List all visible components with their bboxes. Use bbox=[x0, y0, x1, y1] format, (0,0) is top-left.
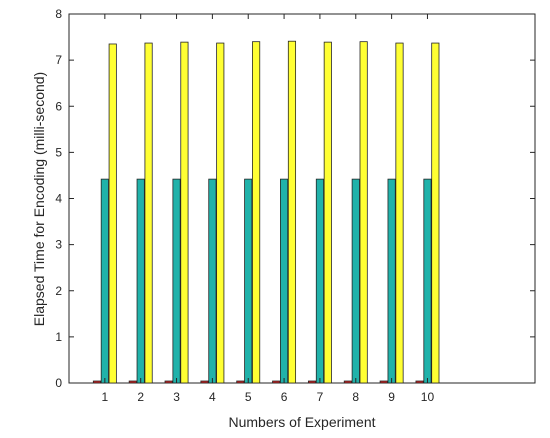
bar-series-2-exp-1 bbox=[100, 178, 109, 384]
bar-series-3-exp-3 bbox=[180, 41, 189, 384]
y-tick-label: 3 bbox=[55, 238, 62, 252]
y-tick-label: 8 bbox=[55, 7, 62, 21]
bar-series-1-exp-3 bbox=[164, 380, 173, 384]
y-axis: 0 1 2 3 4 5 6 7 8 bbox=[55, 7, 535, 390]
x-tick-label: 8 bbox=[352, 390, 359, 404]
bar-series-2-exp-2 bbox=[136, 178, 145, 384]
bar-series-3-exp-9 bbox=[395, 42, 404, 384]
x-tick-label: 3 bbox=[173, 390, 180, 404]
bar-series-1-exp-1 bbox=[92, 380, 102, 384]
bar-series-2-exp-5 bbox=[244, 178, 253, 384]
x-tick-label: 9 bbox=[388, 390, 395, 404]
x-tick-label: 1 bbox=[102, 390, 109, 404]
bar-series-2-exp-7 bbox=[315, 178, 324, 384]
bar-series-2-exp-4 bbox=[208, 178, 217, 384]
x-tick-label: 4 bbox=[209, 390, 216, 404]
x-tick-label: 5 bbox=[245, 390, 252, 404]
x-tick-label: 6 bbox=[281, 390, 288, 404]
bar-series-2-exp-8 bbox=[351, 178, 360, 384]
bar-series-3-exp-1 bbox=[108, 43, 117, 384]
bar-series-1-exp-8 bbox=[343, 380, 352, 384]
y-tick-label: 0 bbox=[55, 376, 62, 390]
x-tick-label: 7 bbox=[317, 390, 324, 404]
y-tick-label: 2 bbox=[55, 284, 62, 298]
y-tick-label: 1 bbox=[55, 330, 62, 344]
bar-series-2-exp-9 bbox=[387, 178, 396, 384]
bars-layer bbox=[92, 40, 440, 384]
x-tick-label: 10 bbox=[421, 390, 435, 404]
y-axis-title: Elapsed Time for Encoding (milli-second) bbox=[31, 72, 47, 326]
bar-series-1-exp-10 bbox=[415, 380, 424, 384]
bar-series-2-exp-10 bbox=[423, 178, 432, 384]
bar-series-1-exp-5 bbox=[236, 380, 245, 384]
y-tick-label: 4 bbox=[55, 192, 62, 206]
y-tick-label: 6 bbox=[55, 99, 62, 113]
bar-series-2-exp-3 bbox=[172, 178, 181, 384]
bar-series-3-exp-10 bbox=[431, 42, 440, 384]
bar-series-3-exp-2 bbox=[144, 42, 153, 384]
bar-series-1-exp-4 bbox=[200, 380, 209, 384]
bar-series-3-exp-5 bbox=[252, 41, 261, 384]
bar-series-2-exp-6 bbox=[280, 178, 289, 384]
y-tick-label: 7 bbox=[55, 53, 62, 67]
bar-series-1-exp-6 bbox=[272, 380, 281, 384]
bar-series-3-exp-6 bbox=[287, 40, 297, 384]
x-axis-title: Numbers of Experiment bbox=[228, 414, 375, 430]
bar-series-3-exp-4 bbox=[216, 42, 225, 384]
bar-series-3-exp-7 bbox=[323, 41, 332, 384]
x-axis: 1 2 3 4 5 6 7 8 9 10 bbox=[102, 14, 435, 404]
y-tick-label: 5 bbox=[55, 145, 62, 159]
bar-series-1-exp-7 bbox=[307, 380, 317, 384]
bar-series-1-exp-2 bbox=[128, 380, 137, 384]
x-tick-label: 2 bbox=[137, 390, 144, 404]
bar-series-3-exp-8 bbox=[359, 41, 368, 384]
bar-series-1-exp-9 bbox=[379, 380, 388, 384]
